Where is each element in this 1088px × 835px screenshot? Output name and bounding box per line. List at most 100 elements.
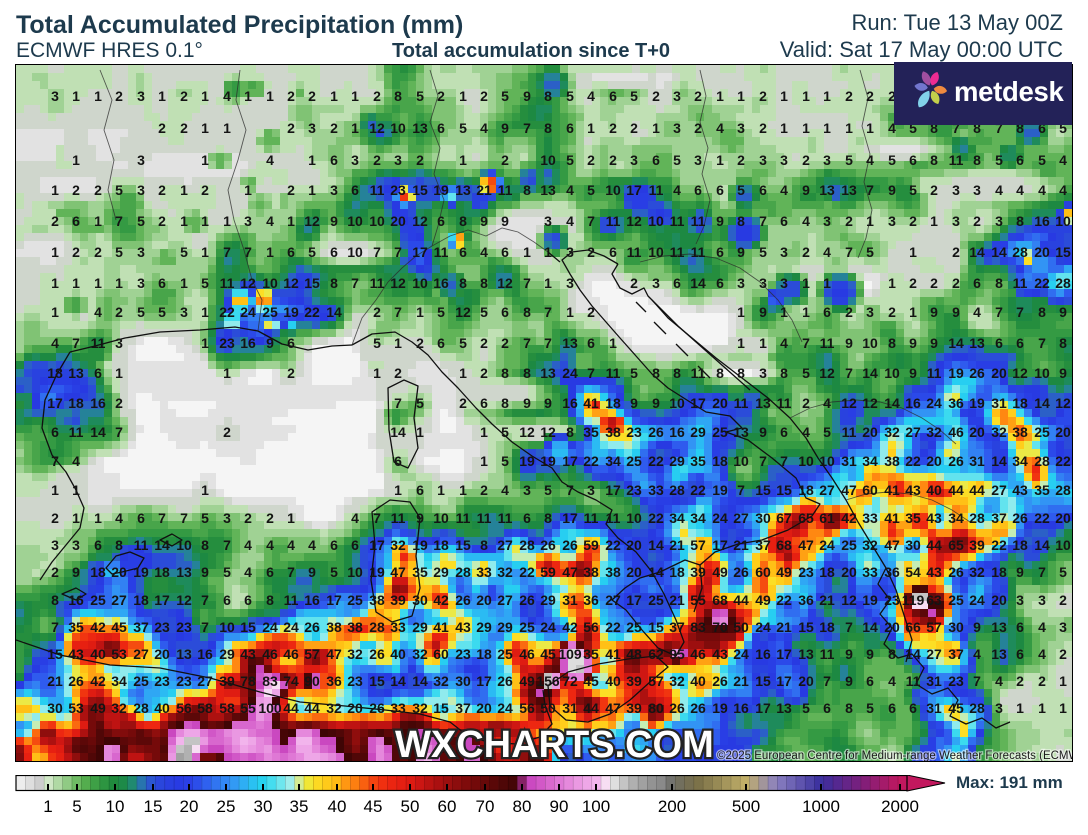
svg-text:33: 33 — [390, 619, 406, 635]
svg-text:1: 1 — [459, 482, 467, 498]
svg-text:1: 1 — [716, 152, 724, 168]
svg-text:1: 1 — [759, 335, 767, 351]
svg-text:6: 6 — [716, 182, 724, 198]
svg-text:9: 9 — [802, 182, 810, 198]
svg-text:3: 3 — [995, 700, 1003, 716]
svg-text:29: 29 — [412, 619, 428, 635]
svg-text:4: 4 — [480, 120, 488, 136]
svg-text:46: 46 — [948, 424, 964, 440]
svg-text:57: 57 — [926, 619, 942, 635]
svg-text:45: 45 — [540, 646, 556, 662]
svg-text:1: 1 — [223, 365, 231, 381]
svg-text:26: 26 — [562, 537, 578, 553]
svg-text:1: 1 — [1038, 700, 1046, 716]
svg-text:24: 24 — [755, 619, 771, 635]
svg-text:1: 1 — [866, 213, 874, 229]
svg-text:20: 20 — [476, 592, 492, 608]
svg-text:25: 25 — [948, 592, 964, 608]
svg-text:2: 2 — [952, 244, 960, 260]
svg-text:32: 32 — [497, 564, 513, 580]
svg-text:10: 10 — [412, 275, 428, 291]
svg-text:6: 6 — [909, 700, 917, 716]
svg-text:8: 8 — [544, 88, 552, 104]
svg-text:2: 2 — [51, 510, 59, 526]
svg-text:4: 4 — [266, 537, 274, 553]
svg-text:5: 5 — [416, 88, 424, 104]
svg-text:36: 36 — [948, 395, 964, 411]
svg-text:47: 47 — [562, 564, 578, 580]
svg-text:3: 3 — [823, 152, 831, 168]
svg-text:3: 3 — [115, 335, 123, 351]
svg-text:2: 2 — [373, 304, 381, 320]
svg-text:6: 6 — [995, 335, 1003, 351]
svg-text:19: 19 — [369, 564, 385, 580]
svg-text:13: 13 — [755, 395, 771, 411]
svg-text:38: 38 — [347, 619, 363, 635]
svg-text:2: 2 — [1059, 646, 1067, 662]
svg-text:1: 1 — [866, 120, 874, 136]
svg-text:109: 109 — [558, 646, 582, 662]
svg-text:5: 5 — [1059, 564, 1067, 580]
svg-text:7: 7 — [523, 120, 531, 136]
svg-text:47: 47 — [390, 564, 406, 580]
svg-text:9: 9 — [888, 182, 896, 198]
svg-text:WXCHARTS.COM: WXCHARTS.COM — [395, 724, 714, 761]
svg-text:13: 13 — [540, 182, 556, 198]
svg-text:17: 17 — [326, 592, 342, 608]
svg-text:56: 56 — [176, 700, 192, 716]
svg-text:4: 4 — [995, 182, 1003, 198]
svg-text:6: 6 — [888, 700, 896, 716]
svg-text:17: 17 — [412, 244, 428, 260]
svg-text:19: 19 — [412, 537, 428, 553]
svg-text:5: 5 — [501, 424, 509, 440]
svg-text:1: 1 — [737, 88, 745, 104]
svg-text:27: 27 — [905, 424, 921, 440]
svg-text:16: 16 — [197, 646, 213, 662]
svg-text:39: 39 — [219, 673, 235, 689]
svg-text:53: 53 — [111, 646, 127, 662]
svg-text:27: 27 — [991, 482, 1007, 498]
svg-text:2: 2 — [866, 88, 874, 104]
svg-text:2: 2 — [694, 120, 702, 136]
svg-text:3: 3 — [759, 365, 767, 381]
svg-text:2: 2 — [609, 152, 617, 168]
svg-text:42: 42 — [562, 619, 578, 635]
svg-text:25: 25 — [648, 592, 664, 608]
svg-text:32: 32 — [347, 646, 363, 662]
svg-text:6: 6 — [823, 304, 831, 320]
svg-text:27: 27 — [497, 537, 513, 553]
svg-text:34: 34 — [948, 510, 964, 526]
svg-text:11: 11 — [691, 213, 706, 229]
svg-text:36: 36 — [326, 673, 342, 689]
svg-text:31: 31 — [926, 700, 942, 716]
svg-text:19: 19 — [862, 592, 878, 608]
svg-text:68: 68 — [712, 592, 728, 608]
svg-text:7: 7 — [845, 244, 853, 260]
svg-text:8: 8 — [115, 537, 123, 553]
svg-text:6: 6 — [351, 182, 359, 198]
svg-text:3: 3 — [673, 120, 681, 136]
svg-text:6: 6 — [330, 537, 338, 553]
svg-text:6: 6 — [459, 244, 467, 260]
svg-text:23: 23 — [219, 335, 235, 351]
svg-text:37: 37 — [991, 510, 1007, 526]
svg-text:21: 21 — [819, 592, 835, 608]
svg-text:5: 5 — [909, 182, 917, 198]
svg-text:3: 3 — [995, 213, 1003, 229]
svg-text:18: 18 — [90, 564, 106, 580]
svg-text:25: 25 — [712, 424, 728, 440]
svg-text:6: 6 — [351, 537, 359, 553]
svg-text:9: 9 — [845, 646, 853, 662]
svg-text:1: 1 — [72, 275, 80, 291]
svg-text:33: 33 — [862, 510, 878, 526]
svg-text:22: 22 — [648, 453, 664, 469]
svg-text:5: 5 — [587, 182, 595, 198]
svg-text:25: 25 — [497, 646, 513, 662]
svg-text:5: 5 — [308, 244, 316, 260]
svg-text:39: 39 — [390, 592, 406, 608]
svg-text:54: 54 — [905, 564, 921, 580]
svg-text:1: 1 — [351, 120, 359, 136]
svg-text:14: 14 — [690, 275, 706, 291]
svg-text:10: 10 — [1055, 213, 1071, 229]
svg-text:28: 28 — [669, 482, 685, 498]
